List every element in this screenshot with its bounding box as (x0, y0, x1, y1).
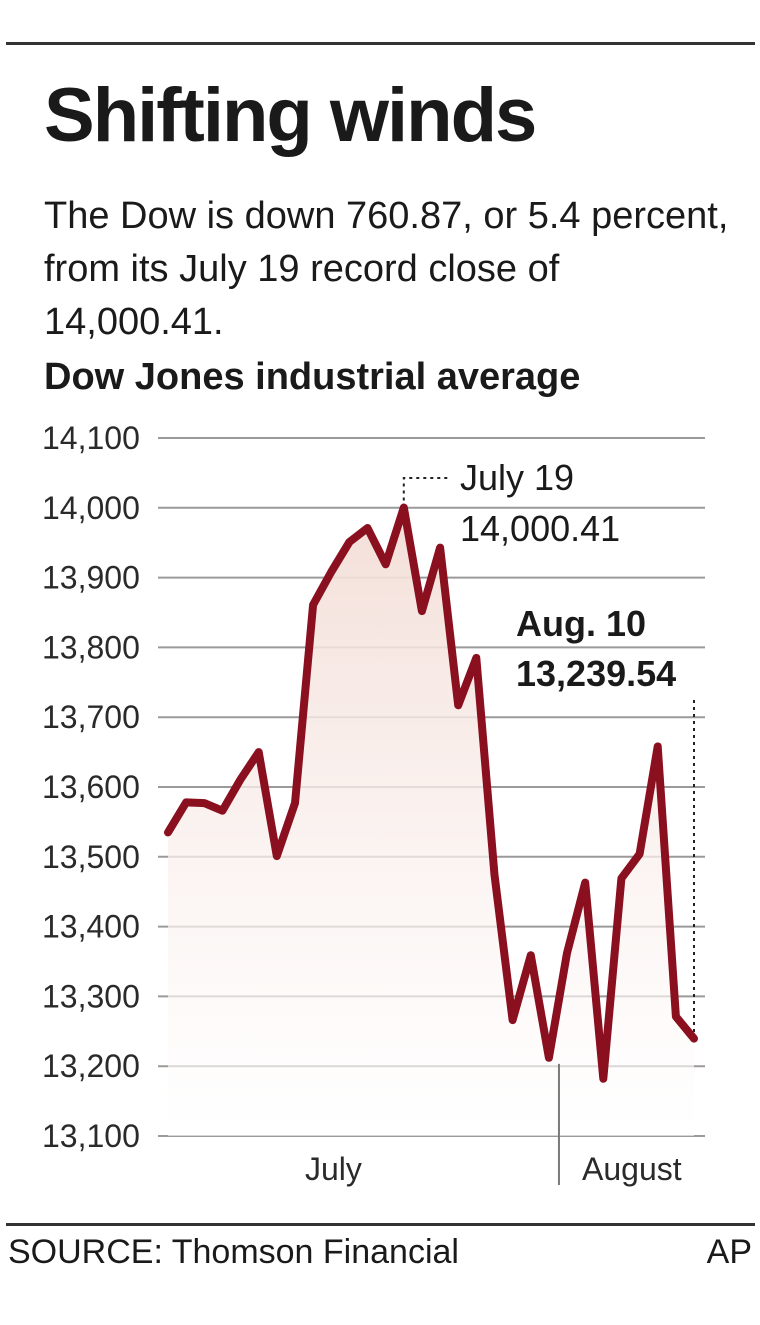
y-tick-label: 13,100 (42, 1118, 140, 1154)
aug10-label: Aug. 10 (516, 603, 646, 644)
data-point (203, 802, 205, 804)
source-credit: SOURCE: Thomson Financial (8, 1233, 459, 1271)
data-point (403, 507, 405, 508)
data-point (584, 882, 586, 884)
aug10-value: 13,239.54 (516, 653, 676, 694)
data-point (457, 704, 459, 706)
data-point (675, 1016, 677, 1018)
data-point (221, 810, 223, 812)
data-point (494, 874, 495, 876)
y-tick-label: 13,900 (42, 560, 140, 596)
data-point (294, 802, 296, 804)
area-fill (168, 507, 694, 1136)
data-point (385, 563, 387, 565)
data-point (639, 853, 641, 855)
top-rule (6, 42, 755, 45)
y-axis-ticks: 14,100 14,000 13,900 13,800 13,700 13,600 13,5… (42, 420, 140, 1154)
series-line (164, 503, 698, 1083)
july19-label: July 19 (460, 457, 574, 498)
y-tick-label: 13,800 (42, 629, 140, 665)
data-point (693, 1038, 695, 1040)
data-point (566, 952, 568, 954)
dow-series-line (164, 503, 698, 1083)
data-point (602, 1078, 604, 1080)
july19-leader (402, 477, 450, 508)
y-tick-label: 14,100 (42, 420, 140, 456)
chart-title: Dow Jones industrial average (44, 356, 581, 398)
data-point (312, 604, 314, 606)
agency-credit: AP (706, 1233, 752, 1271)
data-point (330, 571, 332, 573)
bottom-rule (6, 1223, 755, 1226)
y-tick-label: 13,600 (42, 769, 140, 805)
y-tick-label: 13,400 (42, 909, 140, 945)
data-point (530, 954, 532, 956)
data-point (185, 801, 187, 803)
y-tick-label: 13,200 (42, 1048, 140, 1084)
data-point (421, 610, 423, 612)
data-point (439, 547, 441, 549)
graphic-subtitle: The Dow is down 760.87, or 5.4 percent, … (44, 195, 729, 343)
data-point (348, 541, 350, 543)
x-label-august: August (582, 1151, 682, 1187)
data-point (548, 1057, 550, 1059)
annotations: July 19 14,000.41 Aug. 10 13,239.54 (402, 457, 695, 1035)
july19-value: 14,000.41 (460, 508, 620, 549)
data-point (620, 877, 622, 879)
y-tick-label: 13,700 (42, 699, 140, 735)
y-tick-label: 13,300 (42, 978, 140, 1014)
y-tick-label: 14,000 (42, 490, 140, 526)
data-point (258, 751, 260, 753)
y-tick-label: 13,500 (42, 839, 140, 875)
dow-line-chart: 14,100 14,000 13,900 13,800 13,700 13,600 13,5… (42, 420, 705, 1187)
x-axis-labels: July August (305, 1151, 682, 1187)
data-point (240, 778, 242, 780)
data-point (276, 855, 278, 857)
area-under-line (168, 507, 694, 1136)
x-label-july: July (305, 1151, 362, 1187)
data-point (657, 746, 659, 747)
data-point (167, 831, 169, 833)
data-point (367, 527, 368, 529)
data-point (475, 657, 477, 659)
graphic-title: Shifting winds (44, 73, 537, 158)
data-point (512, 1019, 514, 1021)
